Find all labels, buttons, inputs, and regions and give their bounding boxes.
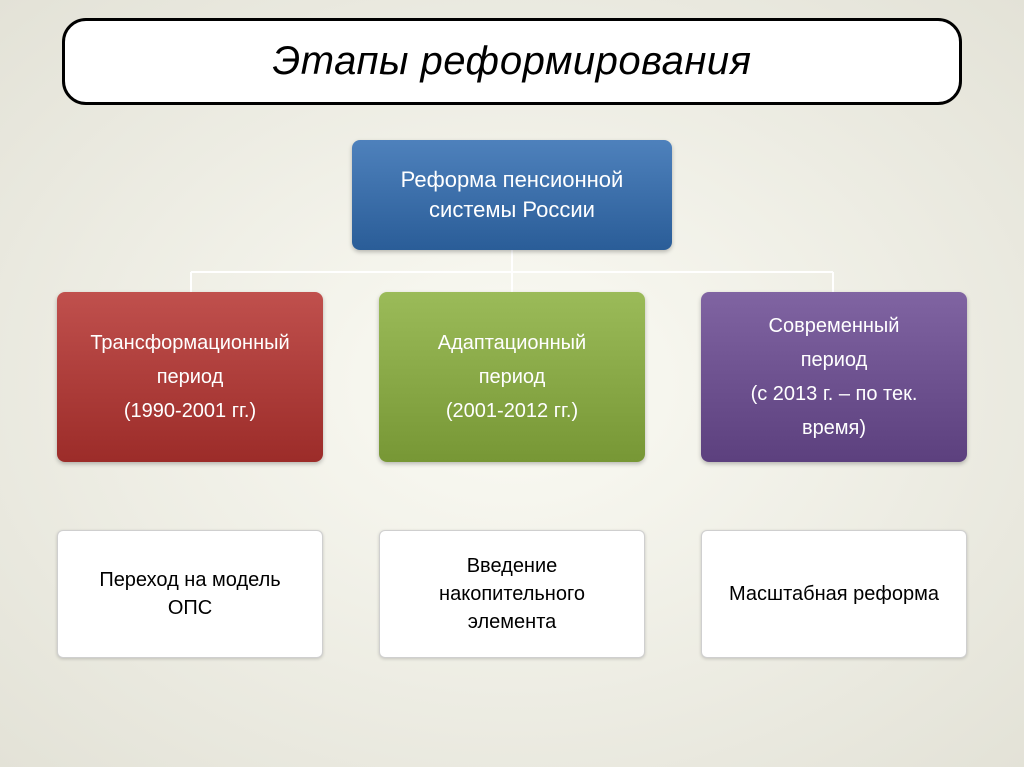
period-transformational: Трансформационный период (1990-2001 гг.) [57,292,323,462]
description-row: Переход на модель ОПС Введение накопител… [0,530,1024,658]
root-node: Реформа пенсионной системы России [352,140,672,250]
period-adaptation: Адаптационный период (2001-2012 гг.) [379,292,645,462]
desc-accumulative: Введение накопительного элемента [379,530,645,658]
desc-large-reform: Масштабная реформа [701,530,967,658]
period-row: Трансформационный период (1990-2001 гг.)… [0,292,1024,462]
desc-ops-model: Переход на модель ОПС [57,530,323,658]
slide-title: Этапы реформирования [62,18,962,105]
slide: Этапы реформирования Реформа пенсионной … [0,0,1024,767]
period-modern: Современный период (с 2013 г. – по тек. … [701,292,967,462]
